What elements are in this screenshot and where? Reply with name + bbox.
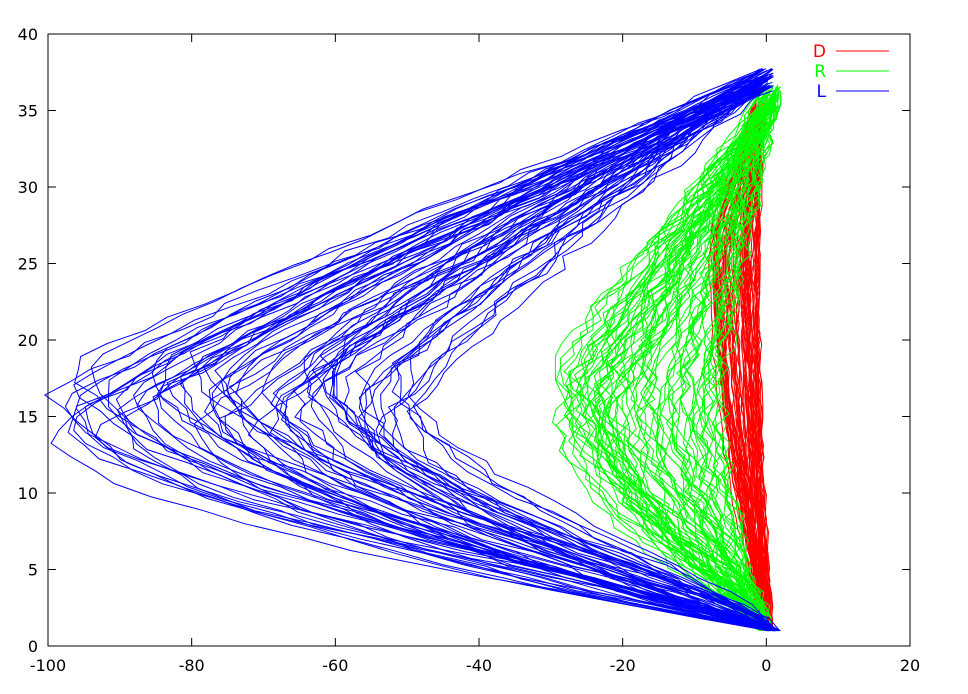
series-D-trace xyxy=(740,109,772,631)
y-tick-label: 5 xyxy=(28,561,38,580)
series-L-trace xyxy=(203,89,771,632)
series-L-trace xyxy=(358,68,774,632)
series-L-trace xyxy=(354,86,768,632)
x-tick-label: -20 xyxy=(610,656,636,675)
series-R-trace xyxy=(705,92,772,632)
series-L-trace xyxy=(378,78,778,632)
x-tick-label: -60 xyxy=(322,656,348,675)
series-R-trace xyxy=(593,102,771,632)
series-R-trace xyxy=(586,87,774,632)
series-R-trace xyxy=(593,96,769,632)
series-L-trace xyxy=(391,72,774,632)
series-R-trace xyxy=(600,84,768,631)
x-tick-label: 20 xyxy=(900,656,920,675)
y-tick-label: 35 xyxy=(18,102,38,121)
y-tick-label: 10 xyxy=(18,484,38,503)
series-R-trace xyxy=(622,92,782,632)
series-L-trace xyxy=(158,80,769,632)
series-R-trace xyxy=(630,90,781,631)
legend-label-L: L xyxy=(817,82,827,102)
series-R-trace xyxy=(692,100,775,632)
series-L-trace xyxy=(108,76,778,632)
series-L-trace xyxy=(166,82,772,632)
series-R-trace xyxy=(568,96,769,632)
y-tick-label: 40 xyxy=(18,25,38,44)
series-R-trace xyxy=(595,94,780,631)
series-L-trace xyxy=(189,72,776,632)
series-L-trace xyxy=(272,76,773,632)
series-D-trace xyxy=(730,112,765,631)
legend-label-D: D xyxy=(813,42,826,62)
series-L-trace xyxy=(292,69,770,632)
series-R-trace xyxy=(676,89,774,631)
series-L-trace xyxy=(235,76,775,632)
series-R-trace xyxy=(644,100,773,631)
series-R-trace xyxy=(563,99,777,632)
series-L-trace xyxy=(43,80,769,632)
y-tick-label: 25 xyxy=(18,255,38,274)
x-tick-label: -80 xyxy=(179,656,205,675)
series-L-trace xyxy=(179,86,770,632)
x-tick-label: 0 xyxy=(761,656,771,675)
series-L-trace xyxy=(303,84,774,631)
series-R-trace xyxy=(559,85,768,632)
series-D-trace xyxy=(716,117,773,631)
series-R-trace xyxy=(683,100,770,631)
series-L-trace xyxy=(311,82,769,632)
axes: -100 -80 -60 -40 -20 0 20 0 5 10 15 20 25 30 35 40 xyxy=(18,25,921,675)
series-L-trace xyxy=(310,76,779,632)
y-tick-label: 0 xyxy=(28,637,38,656)
series-R-trace xyxy=(648,104,782,632)
series-R-trace xyxy=(671,105,773,632)
series-D-trace xyxy=(748,113,772,631)
series-R-trace xyxy=(696,89,777,631)
series-L-trace xyxy=(407,82,778,632)
series-L-trace xyxy=(224,68,769,632)
series-R-trace xyxy=(605,89,777,632)
legend: DRL xyxy=(813,42,889,102)
legend-label-R: R xyxy=(814,62,826,82)
series-L-trace xyxy=(284,87,776,632)
series-L-trace xyxy=(412,74,774,632)
series-R-trace xyxy=(683,103,769,631)
series-L-trace xyxy=(50,68,768,632)
series-L-trace xyxy=(332,86,771,632)
series-R-trace xyxy=(611,103,774,631)
x-tick-label: -40 xyxy=(466,656,492,675)
x-tick-label: -100 xyxy=(30,656,66,675)
trace-layer xyxy=(43,67,782,632)
y-tick-label: 20 xyxy=(18,331,38,350)
series-R-trace xyxy=(580,89,772,631)
series-R-trace xyxy=(593,84,775,631)
series-L-trace xyxy=(151,90,781,632)
series-L-trace xyxy=(179,69,777,632)
y-tick-label: 30 xyxy=(18,178,38,197)
series-D-trace xyxy=(755,110,772,631)
series-R-trace xyxy=(607,99,778,632)
series-R-trace xyxy=(712,105,775,631)
y-tick-label: 15 xyxy=(18,408,38,427)
series-D-trace xyxy=(746,119,761,631)
series-L-trace xyxy=(322,74,779,632)
